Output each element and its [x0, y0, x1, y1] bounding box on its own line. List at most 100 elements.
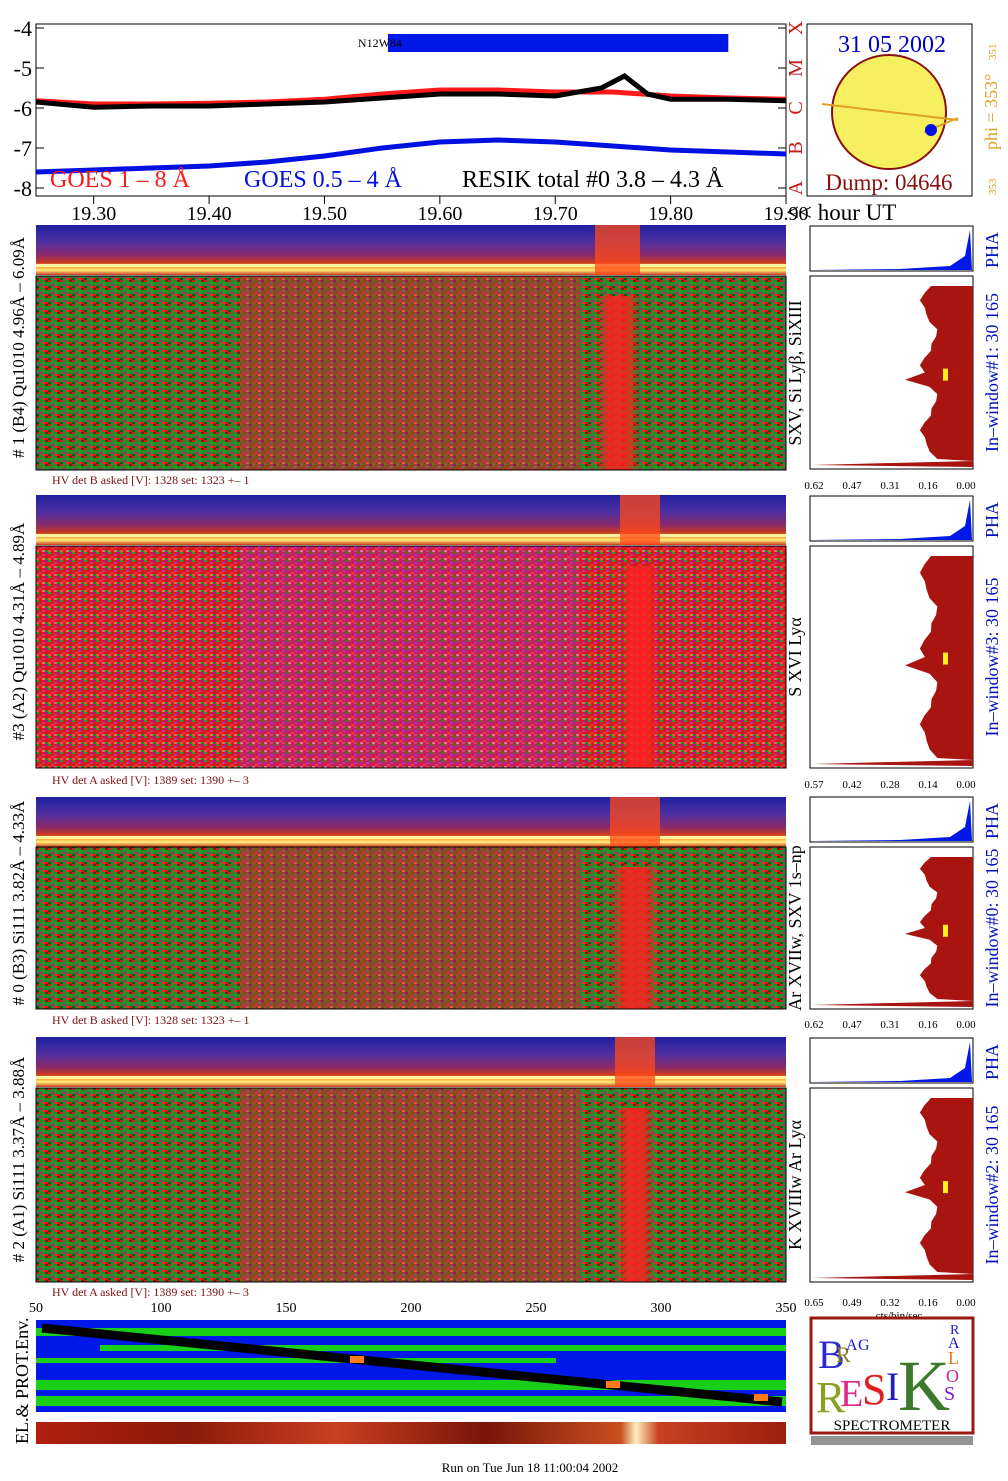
spectrogram-flare-band: [615, 1108, 655, 1282]
logo-spectrometer: SPECTROMETER: [834, 1418, 951, 1434]
histogram-tick-label: 0.31: [880, 480, 899, 492]
channel-tick-label: 50: [29, 1301, 43, 1316]
orbit-marker-3: [754, 1394, 768, 1401]
window-marker: [943, 924, 948, 937]
time-tick-label: 19.40: [187, 203, 232, 225]
in-window-label: In–window#3: 30 165: [982, 578, 1002, 737]
time-tick-labels: 19.30 19.40 19.50 19.60 19.70 19.80 19.90: [71, 196, 809, 225]
in-window-label: In–window#2: 30 165: [982, 1106, 1002, 1265]
thermograph-strip: [36, 225, 786, 275]
run-footer: Run on Tue Jun 18 11:00:04 2002: [442, 1460, 619, 1475]
thermograph-flare-band: [610, 797, 660, 847]
logo-letter-e: E: [840, 1373, 863, 1415]
thermograph-hot-line: [36, 1076, 786, 1079]
phi-arrow-a: [821, 103, 959, 121]
hv-status: HV det B asked [V]: 1328 set: 1323 +– 1: [52, 473, 250, 487]
logo-letter-r2: R: [816, 1373, 846, 1422]
histogram-tick-label: 0.32: [880, 1297, 899, 1309]
flare-class-label: X: [785, 20, 807, 35]
thermograph-flare-band: [615, 1037, 655, 1087]
observation-date: 31 05 2002: [838, 32, 946, 58]
histogram-tick-label: 0.57: [804, 779, 824, 791]
logo-letter-sol-r: R: [950, 1323, 960, 1338]
hv-status: HV det A asked [V]: 1389 set: 1390 +– 3: [52, 773, 249, 787]
spectrum-histogram: [812, 286, 973, 467]
thermograph-hot-line: [36, 264, 786, 267]
logo-credits-block: [811, 1436, 973, 1445]
spectral-lines-label: SXV, Si Lyβ, SiXIII: [785, 300, 805, 445]
window-marker: [943, 652, 948, 665]
detector-range-label: #3 (A2) Qu1010 4.31Å – 4.89Å: [9, 522, 28, 740]
detector-panel-3: HV det A asked [V]: 1389 set: 1390 +– 3 #…: [9, 1037, 1002, 1309]
histogram-tick-label: 0.16: [918, 1019, 938, 1031]
resik-bragg-solar-logo: B R A G R E S I K S O L A R SPECTROMETER: [809, 1316, 975, 1445]
channel-tick-labels: 50 100 150 200 250 300 350: [29, 1301, 797, 1316]
spectrogram-frame: [35, 275, 787, 471]
detector-panel-1: HV det A asked [V]: 1389 set: 1390 +– 3 #…: [9, 495, 1002, 791]
pha-histogram-frame: [809, 1037, 974, 1084]
channel-tick-label: 150: [276, 1301, 297, 1316]
legend-resik-total: RESIK total #0 3.8 – 4.3 Å: [462, 167, 724, 193]
histogram-tick-label: 0.31: [880, 1019, 899, 1031]
logo-letter-k: K: [898, 1346, 950, 1426]
dump-number: Dump: 04646: [825, 170, 952, 195]
time-tick-label: 19.60: [417, 203, 462, 225]
hv-status: HV det B asked [V]: 1328 set: 1323 +– 1: [52, 1013, 250, 1027]
pha-histogram: [812, 500, 972, 540]
channel-tick-label: 250: [526, 1301, 547, 1316]
logo-letter-sol-l: L: [948, 1348, 959, 1368]
histogram-tick-label: 0.00: [956, 1297, 976, 1309]
thermograph-flare-band: [620, 495, 660, 545]
env-band-3: [36, 1358, 556, 1363]
time-tick-label: 19.30: [71, 203, 116, 225]
histogram-tick-label: 0.47: [842, 1019, 862, 1031]
pha-histogram-frame: [809, 796, 974, 843]
logo-frame: [809, 1316, 975, 1435]
logo-letter-sol-a: A: [948, 1335, 960, 1352]
in-window-label: In–window#1: 30 165: [982, 293, 1002, 452]
detector-panel-2: HV det B asked [V]: 1328 set: 1323 +– 1 #…: [9, 796, 1002, 1031]
resik-total-line: [36, 73, 786, 110]
histogram-tick-label: 0.14: [918, 779, 938, 791]
channel-tick-label: 100: [151, 1301, 172, 1316]
channel-axis: 50 100 150 200 250 300 350 cts/bin/sec: [29, 1301, 922, 1322]
time-unit-label: << hour UT: [786, 200, 896, 225]
channel-tick-label: 200: [401, 1301, 422, 1316]
spectrum-histogram: [812, 1098, 973, 1280]
logo-letter-b: B: [818, 1332, 845, 1377]
in-window-label: In–window#0: 30 165: [982, 849, 1002, 1008]
hv-status: HV det A asked [V]: 1389 set: 1390 +– 3: [52, 1285, 249, 1299]
pha-histogram: [812, 801, 972, 841]
env-band-5: [36, 1396, 786, 1406]
histogram-tick-label: 0.00: [956, 1019, 976, 1031]
logo-letter-g: G: [858, 1337, 870, 1354]
detector-panels: HV det B asked [V]: 1328 set: 1323 +– 1 #…: [9, 225, 1002, 1309]
pha-histogram-frame: [809, 495, 974, 542]
env-heat-strip: [36, 1422, 786, 1444]
histogram-tick-label: 0.49: [842, 1297, 862, 1309]
spectrogram-overlay: [240, 847, 580, 1009]
spectrogram-flare-band: [595, 296, 640, 470]
goes-short-line: [36, 137, 786, 175]
spectrogram-frame: [35, 545, 787, 769]
histogram-tick-label: 0.47: [842, 480, 862, 492]
noaa-region-label: N12W84: [358, 36, 402, 50]
goes-y-tick-label: -8: [14, 176, 32, 201]
orbit-track: [41, 1323, 783, 1407]
logo-letter-r: R: [836, 1342, 851, 1367]
spectrogram-overlay: [240, 1088, 580, 1282]
env-band-2: [100, 1345, 786, 1351]
spectral-lines-label: S XVI Lyα: [785, 617, 805, 697]
histogram-tick-label: 0.00: [956, 480, 976, 492]
histogram-tick-label: 0.62: [804, 480, 823, 492]
phi-small-bottom: 353: [987, 178, 999, 195]
histogram-tick-label: 0.65: [804, 1297, 824, 1309]
env-band-1: [36, 1328, 786, 1336]
goes-lightcurve-panel: -8 -7 -6 -5 -4 A B C M X N12W84 GOES 1 – 8 Å GOE…: [14, 16, 807, 201]
spectrogram-overlay: [240, 546, 580, 768]
spectral-lines-label: K XVIIIw Ar Lyα: [785, 1119, 805, 1249]
goes-y-tick-label: -4: [14, 16, 32, 41]
time-tick-label: 19.80: [648, 203, 693, 225]
histogram-tick-label: 0.42: [842, 779, 861, 791]
